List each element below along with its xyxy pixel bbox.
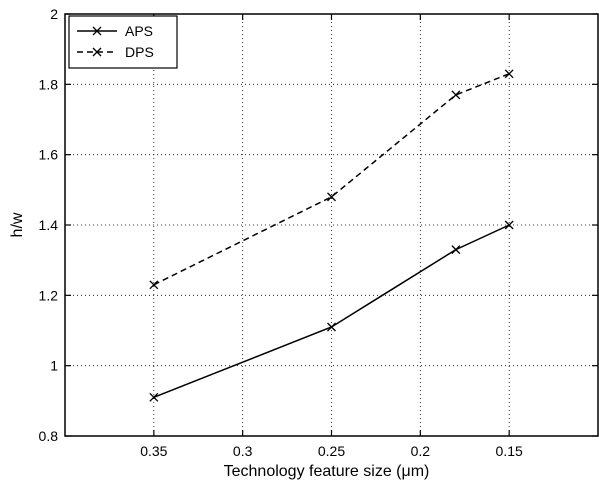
legend-marker <box>92 26 102 36</box>
series-layer <box>149 69 514 402</box>
legend-marker <box>92 47 102 57</box>
x-tick-label: 0.35 <box>140 443 167 459</box>
data-point-dps <box>327 192 336 202</box>
y-tick-label: 1.6 <box>39 147 59 163</box>
data-point-dps <box>451 90 461 100</box>
data-point-dps <box>504 69 514 79</box>
data-point-aps <box>504 220 514 230</box>
data-point-dps <box>149 280 159 290</box>
x-axis-title: Technology feature size (μm) <box>224 463 430 480</box>
series-line-aps <box>153 224 510 399</box>
legend-label: DPS <box>125 44 154 60</box>
data-point-aps <box>327 322 336 332</box>
series-aps <box>149 220 514 402</box>
x-tick-label: 0.25 <box>318 443 345 459</box>
y-tick-label: 1.4 <box>39 217 59 233</box>
x-tick-label: 0.2 <box>411 443 431 459</box>
y-tick-label: 2 <box>50 6 58 22</box>
plot-frame <box>64 13 599 437</box>
axis-layer: 0.35 0.3 0.25 0.2 0.15 0.8 1 1.2 1.4 1.6 1.8 2 <box>39 6 599 459</box>
legend-item-dps: DPS <box>77 44 154 60</box>
y-axis-title: h/w <box>9 212 26 237</box>
x-tick-label: 0.15 <box>496 443 523 459</box>
grid-layer <box>65 13 598 437</box>
y-tick-label: 1 <box>50 358 58 374</box>
legend: APS DPS <box>68 15 178 69</box>
y-tick-label: 0.8 <box>39 428 59 444</box>
legend-item-aps: APS <box>77 23 153 39</box>
series-line-dps <box>153 73 510 286</box>
series-dps <box>149 69 514 290</box>
legend-label: APS <box>125 23 153 39</box>
x-tick-label: 0.3 <box>233 443 253 459</box>
data-point-aps <box>451 245 461 255</box>
legend-box <box>68 15 178 69</box>
data-point-aps <box>149 392 159 402</box>
y-tick-label: 1.8 <box>39 76 59 92</box>
y-tick-label: 1.2 <box>39 287 59 303</box>
